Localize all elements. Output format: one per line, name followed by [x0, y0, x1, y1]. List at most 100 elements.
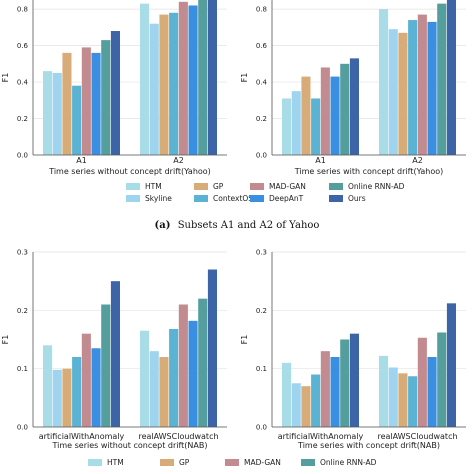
y-axis-label: F1	[240, 73, 249, 83]
bar-mad-gan-a2	[178, 1, 188, 155]
bar-gp-a2	[398, 32, 408, 155]
chart-panel-2: 0.0 0.2 0.4 0.6 0.8 A1 A2 Time series with conc…	[240, 0, 466, 176]
legend-label-skyline: Skyline	[145, 194, 172, 203]
bar-gp-realawscloudwatch	[159, 357, 169, 427]
bar-contextose-artificialwithanomaly	[72, 357, 82, 427]
bar-gp-a1	[301, 76, 311, 155]
legend-label-deepant: DeepAnT	[269, 194, 304, 203]
bar-mad-gan-a1	[320, 67, 330, 155]
bar-contextose-a1	[72, 85, 82, 155]
bar-skyline-a2	[388, 29, 398, 156]
bar-htm-a2	[140, 3, 150, 155]
legend-label-htm: HTM	[107, 458, 124, 467]
x-axis-label: Time series with concept drift(Yahoo)	[294, 167, 444, 176]
x-tick-label: artificialWithAnomaly	[39, 432, 125, 441]
bar-skyline-a2	[149, 23, 159, 155]
legend-label-ours: Ours	[348, 194, 366, 203]
bar-htm-artificialwithanomaly	[282, 362, 292, 427]
caption-a-text: Subsets A1 and A2 of Yahoo	[178, 220, 320, 231]
legend-a: HTM GP MAD-GAN Online RNN-AD Skyline ContextO…	[126, 182, 405, 203]
bar-mad-gan-a2	[417, 14, 427, 155]
bar-ours-a1	[349, 58, 359, 156]
legend-label-gp: GP	[179, 458, 190, 467]
bar-contextose-a1	[311, 98, 321, 155]
x-tick-label: A1	[76, 156, 87, 165]
legend-swatch-contextose	[194, 195, 208, 202]
bar-skyline-realawscloudwatch	[388, 367, 398, 427]
x-tick-label: A2	[173, 156, 184, 165]
legend-swatch-gp	[194, 183, 208, 190]
bar-deepant-realawscloudwatch	[427, 357, 437, 427]
bar-deepant-artificialwithanomaly	[91, 348, 101, 427]
bar-online-rnn-ad-a2	[198, 0, 208, 155]
chart-panels: 0.0 0.2 0.4 0.6 0.8 A1 A2 Time series without c…	[1, 0, 466, 450]
bar-ours-a2	[207, 0, 217, 155]
bar-online-rnn-ad-a2	[437, 3, 447, 155]
plot-area	[272, 252, 466, 427]
bar-ours-realawscloudwatch	[446, 303, 456, 427]
legend-swatch-mad-gan	[225, 459, 239, 466]
bar-htm-realawscloudwatch	[140, 330, 150, 427]
legend-swatch-online-rnn-ad	[329, 183, 343, 190]
bar-contextose-realawscloudwatch	[169, 329, 179, 427]
bar-skyline-realawscloudwatch	[149, 351, 159, 427]
bar-htm-realawscloudwatch	[379, 355, 389, 427]
y-tick-label: 0.2	[17, 115, 28, 123]
bar-deepant-a2	[188, 5, 198, 156]
y-tick-label: 0.2	[256, 307, 267, 315]
bar-gp-a2	[159, 14, 169, 155]
bar-skyline-a1	[291, 91, 301, 155]
bar-skyline-artificialwithanomaly	[52, 369, 62, 427]
bar-deepant-a1	[91, 52, 101, 155]
legend-label-gp: GP	[213, 182, 224, 191]
x-axis-label: Time series with concept drift(NAB)	[297, 441, 440, 450]
y-tick-label: 0.0	[256, 152, 267, 160]
y-axis-label: F1	[240, 335, 249, 345]
bar-ours-a1	[110, 31, 120, 155]
bar-ours-artificialwithanomaly	[110, 281, 120, 427]
y-axis-label: F1	[1, 335, 10, 345]
y-tick-label: 0.0	[17, 424, 28, 432]
bar-mad-gan-realawscloudwatch	[178, 304, 188, 427]
plot-area	[33, 252, 227, 427]
plot-area	[33, 0, 227, 155]
y-tick-label: 0.1	[256, 365, 267, 373]
chart-panel-4: 0.0 0.1 0.2 0.3 artificialWithAnomaly realAWS…	[240, 249, 466, 450]
legend-swatch-htm	[88, 459, 102, 466]
x-tick-label: A1	[315, 156, 326, 165]
bar-ours-a2	[446, 0, 456, 155]
bar-contextose-realawscloudwatch	[408, 376, 418, 427]
legend-label-contextose: ContextOSE	[213, 194, 258, 203]
y-tick-label: 0.6	[17, 42, 29, 50]
bar-deepant-realawscloudwatch	[188, 320, 198, 427]
bar-ours-realawscloudwatch	[207, 269, 217, 427]
legend-swatch-skyline	[126, 195, 140, 202]
bar-htm-a1	[43, 71, 53, 155]
bar-mad-gan-a1	[81, 47, 91, 155]
legend-label-htm: HTM	[145, 182, 162, 191]
bar-gp-artificialwithanomaly	[62, 368, 72, 427]
bar-ours-artificialwithanomaly	[349, 333, 359, 427]
y-tick-label: 0.4	[256, 79, 268, 87]
legend-label-mad-gan: MAD-GAN	[244, 458, 281, 467]
bar-deepant-artificialwithanomaly	[330, 357, 340, 427]
legend-label-mad-gan: MAD-GAN	[269, 182, 306, 191]
bar-contextose-a2	[169, 12, 179, 155]
bar-skyline-a1	[52, 72, 62, 155]
legend-swatch-ours	[329, 195, 343, 202]
y-tick-label: 0.3	[256, 249, 267, 257]
bar-online-rnn-ad-realawscloudwatch	[198, 298, 208, 427]
chart-panel-1: 0.0 0.2 0.4 0.6 0.8 A1 A2 Time series without c…	[1, 0, 227, 176]
y-tick-label: 0.4	[17, 79, 29, 87]
bar-mad-gan-artificialwithanomaly	[81, 333, 91, 427]
y-tick-label: 0.6	[256, 42, 268, 50]
bar-gp-realawscloudwatch	[398, 373, 408, 427]
legend-label-online-rnn-ad: Online RNN-AD	[348, 182, 405, 191]
y-tick-label: 0.2	[256, 115, 267, 123]
bar-online-rnn-ad-a1	[340, 63, 350, 155]
bar-gp-a1	[62, 52, 72, 155]
bar-gp-artificialwithanomaly	[301, 386, 311, 427]
bar-online-rnn-ad-a1	[101, 40, 111, 155]
caption-a-label: (a)	[155, 220, 171, 231]
